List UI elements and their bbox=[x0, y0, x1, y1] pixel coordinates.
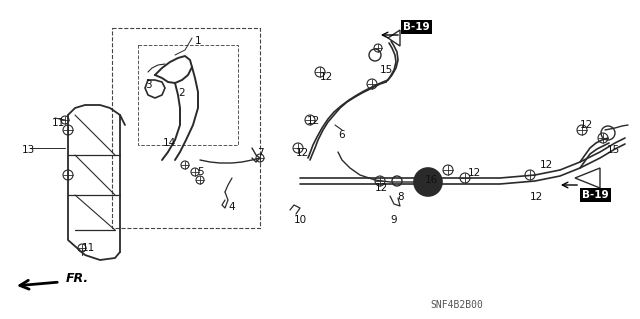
Text: 12: 12 bbox=[320, 72, 333, 82]
Text: 12: 12 bbox=[307, 116, 320, 126]
Text: 13: 13 bbox=[22, 145, 35, 155]
Text: 5: 5 bbox=[197, 167, 204, 177]
Text: 15: 15 bbox=[380, 65, 393, 75]
Text: 12: 12 bbox=[540, 160, 553, 170]
Text: 16: 16 bbox=[425, 175, 438, 185]
Text: 8: 8 bbox=[397, 192, 404, 202]
Text: SNF4B2B00: SNF4B2B00 bbox=[430, 300, 483, 310]
Text: 12: 12 bbox=[296, 148, 309, 158]
Text: 2: 2 bbox=[178, 88, 184, 98]
Text: 15: 15 bbox=[607, 145, 620, 155]
Text: 1: 1 bbox=[195, 36, 202, 46]
Bar bbox=[112, 28, 260, 228]
Text: 12: 12 bbox=[468, 168, 481, 178]
Text: 12: 12 bbox=[530, 192, 543, 202]
Text: 3: 3 bbox=[145, 80, 152, 90]
Text: 14: 14 bbox=[163, 138, 176, 148]
Text: 11: 11 bbox=[82, 243, 95, 253]
Text: 9: 9 bbox=[390, 215, 397, 225]
Text: B-19: B-19 bbox=[582, 190, 609, 200]
Bar bbox=[138, 45, 238, 145]
Text: 10: 10 bbox=[294, 215, 307, 225]
Text: 12: 12 bbox=[580, 120, 593, 130]
Text: 4: 4 bbox=[228, 202, 235, 212]
Text: 11: 11 bbox=[52, 118, 65, 128]
Text: B-19: B-19 bbox=[403, 22, 429, 32]
Text: 6: 6 bbox=[338, 130, 344, 140]
Text: 12: 12 bbox=[375, 183, 388, 193]
Text: FR.: FR. bbox=[66, 272, 89, 285]
Circle shape bbox=[414, 168, 442, 196]
Text: 7: 7 bbox=[257, 148, 264, 158]
